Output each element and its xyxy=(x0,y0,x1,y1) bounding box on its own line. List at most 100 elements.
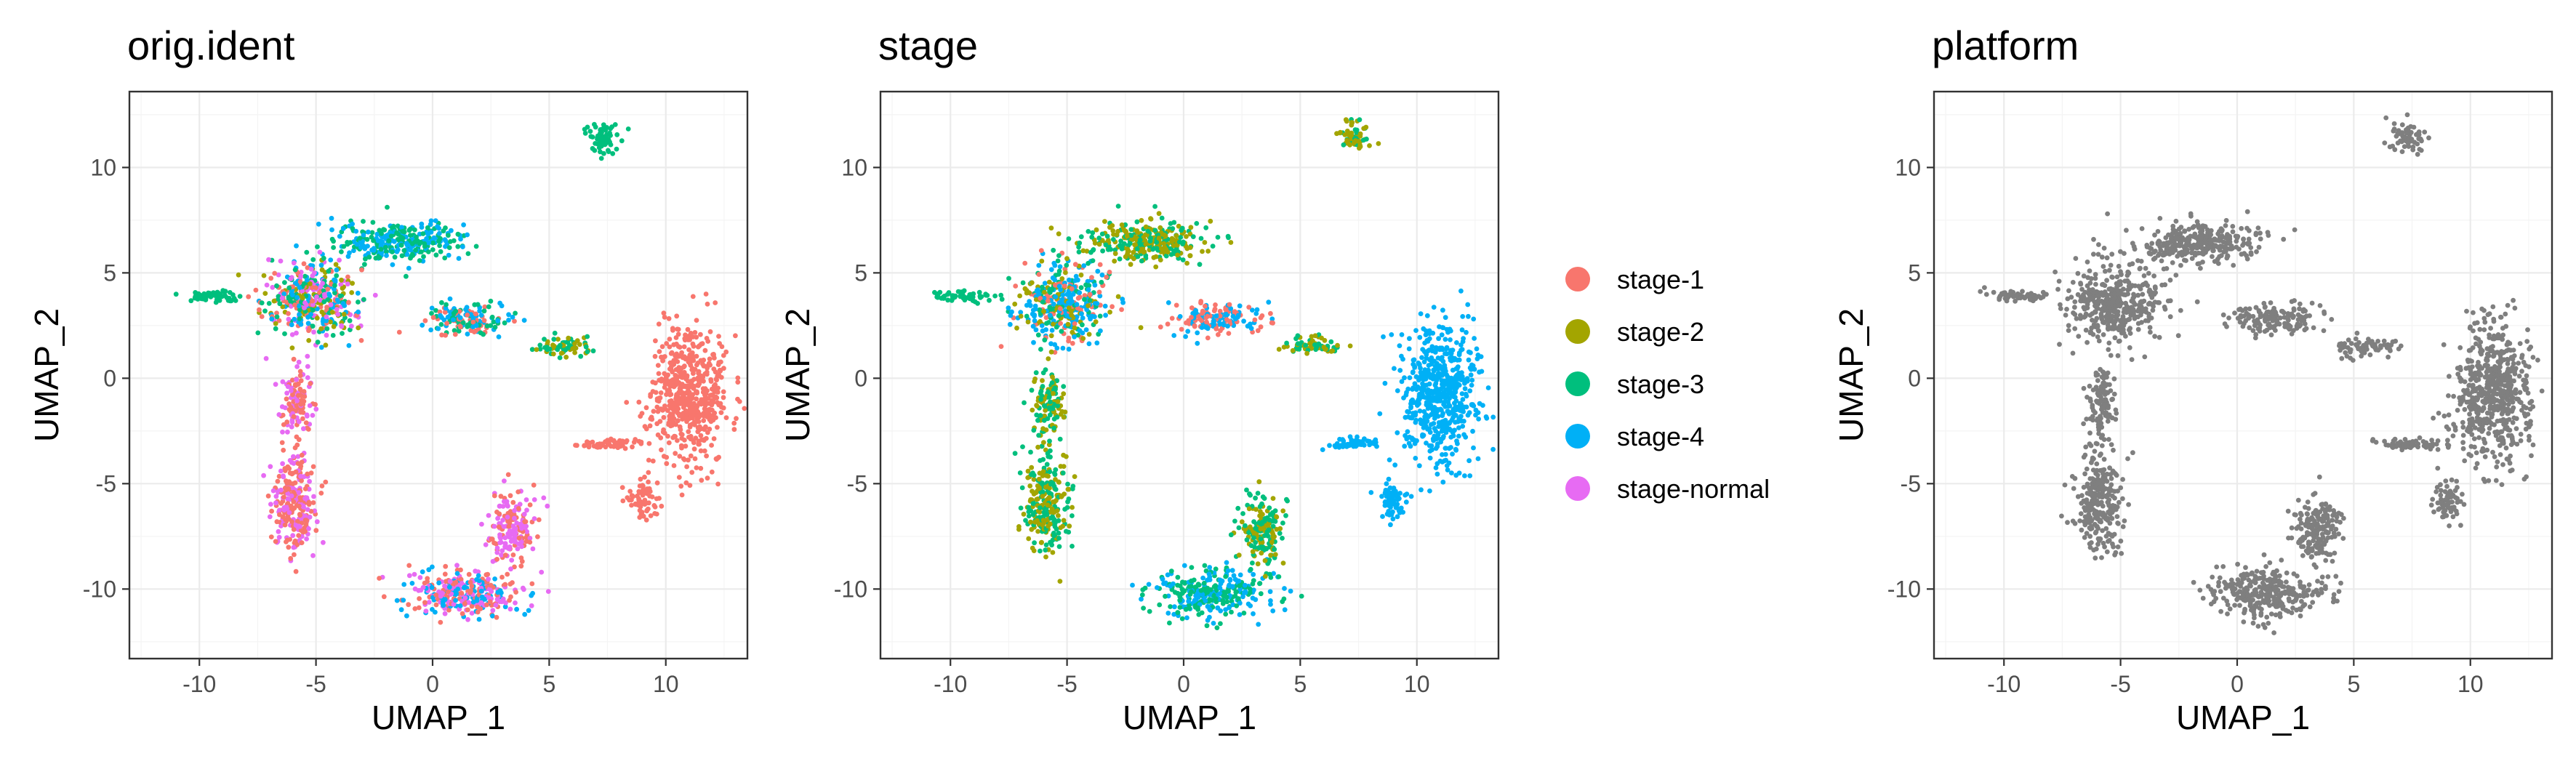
scatter-point xyxy=(302,513,308,519)
scatter-point xyxy=(296,533,302,538)
scatter-point xyxy=(294,398,300,403)
scatter-point xyxy=(1226,235,1231,241)
scatter-point xyxy=(406,563,412,568)
scatter-point xyxy=(661,414,667,420)
scatter-point xyxy=(1070,340,1075,346)
scatter-point xyxy=(385,204,390,210)
scatter-point xyxy=(1250,549,1256,555)
scatter-point xyxy=(345,254,351,260)
scatter-point xyxy=(1066,346,1072,352)
scatter-point xyxy=(1327,443,1332,449)
scatter-point xyxy=(1061,452,1066,458)
scatter-point xyxy=(1172,604,1177,610)
scatter-point xyxy=(295,454,301,459)
scatter-point xyxy=(1040,328,1046,334)
cluster-left-stem xyxy=(273,353,319,451)
scatter-point xyxy=(370,220,376,225)
scatter-point xyxy=(1051,321,1056,327)
scatter-point xyxy=(1096,289,1102,295)
scatter-point xyxy=(377,255,382,260)
scatter-point xyxy=(1056,253,1062,258)
scatter-point xyxy=(1408,494,1414,499)
scatter-point xyxy=(276,528,281,534)
scatter-point xyxy=(1078,234,1084,240)
scatter-point xyxy=(701,418,707,423)
scatter-point xyxy=(1243,590,1248,595)
scatter-point xyxy=(299,478,304,483)
scatter-point xyxy=(473,244,479,249)
scatter-point xyxy=(1248,543,1254,548)
scatter-point xyxy=(1029,465,1035,470)
scatter-point xyxy=(664,461,670,467)
scatter-point xyxy=(534,347,539,353)
scatter-point xyxy=(1433,465,1439,470)
scatter-point xyxy=(502,478,507,483)
scatter-point xyxy=(545,589,551,594)
scatter-point xyxy=(357,236,363,241)
scatter-point xyxy=(1200,249,1205,254)
scatter-point xyxy=(1090,258,1096,263)
scatter-point xyxy=(1425,387,1431,393)
scatter-point xyxy=(1069,313,1075,318)
scatter-point xyxy=(531,497,537,502)
scatter-point xyxy=(1048,267,1054,273)
scatter-point xyxy=(436,326,441,331)
scatter-point xyxy=(331,245,336,250)
scatter-point xyxy=(1034,403,1040,409)
scatter-point xyxy=(1056,231,1062,237)
scatter-point xyxy=(305,353,310,359)
scatter-point xyxy=(715,455,721,461)
scatter-point xyxy=(1432,388,1437,394)
scatter-point xyxy=(438,619,444,625)
scatter-point xyxy=(266,301,272,306)
scatter-point xyxy=(1437,423,1443,429)
scatter-point xyxy=(1181,239,1186,245)
scatter-point xyxy=(270,488,276,494)
scatter-point xyxy=(1074,302,1080,307)
scatter-point xyxy=(708,379,714,384)
scatter-point xyxy=(1466,313,1471,319)
scatter-point xyxy=(354,241,360,247)
scatter-point xyxy=(684,464,689,470)
scatter-point xyxy=(447,579,453,584)
scatter-point xyxy=(1040,384,1046,389)
scatter-point xyxy=(1447,326,1453,332)
scatter-point xyxy=(636,497,642,503)
scatter-point xyxy=(1419,355,1424,361)
scatter-point xyxy=(320,281,325,286)
scatter-point xyxy=(443,225,448,230)
scatter-point xyxy=(1449,470,1454,475)
scatter-point xyxy=(201,297,207,302)
scatter-point xyxy=(1070,544,1075,549)
scatter-point xyxy=(310,273,316,278)
scatter-point xyxy=(455,587,461,592)
scatter-point xyxy=(494,550,500,555)
scatter-point xyxy=(1465,412,1471,418)
scatter-point xyxy=(1048,539,1053,545)
scatter-point xyxy=(425,579,430,584)
scatter-point xyxy=(1208,218,1213,224)
scatter-point xyxy=(1146,582,1152,587)
scatter-point xyxy=(274,314,280,320)
scatter-point xyxy=(1411,369,1416,375)
scatter-point xyxy=(1440,452,1445,457)
scatter-point xyxy=(454,571,460,576)
scatter-point xyxy=(1458,347,1464,353)
scatter-point xyxy=(1451,394,1457,400)
scatter-point xyxy=(1411,357,1417,363)
scatter-point xyxy=(667,344,673,350)
scatter-point xyxy=(694,318,699,323)
scatter-point xyxy=(246,294,252,299)
scatter-point xyxy=(310,464,316,470)
scatter-point xyxy=(705,475,710,481)
scatter-point xyxy=(443,563,449,569)
scatter-point xyxy=(1466,349,1472,355)
scatter-point xyxy=(1119,244,1125,249)
scatter-point xyxy=(1454,340,1459,345)
scatter-point xyxy=(1087,298,1093,303)
scatter-point xyxy=(1054,526,1059,532)
scatter-point xyxy=(453,579,459,585)
scatter-point xyxy=(987,297,992,303)
scatter-point xyxy=(1080,330,1086,336)
scatter-point xyxy=(310,298,315,304)
